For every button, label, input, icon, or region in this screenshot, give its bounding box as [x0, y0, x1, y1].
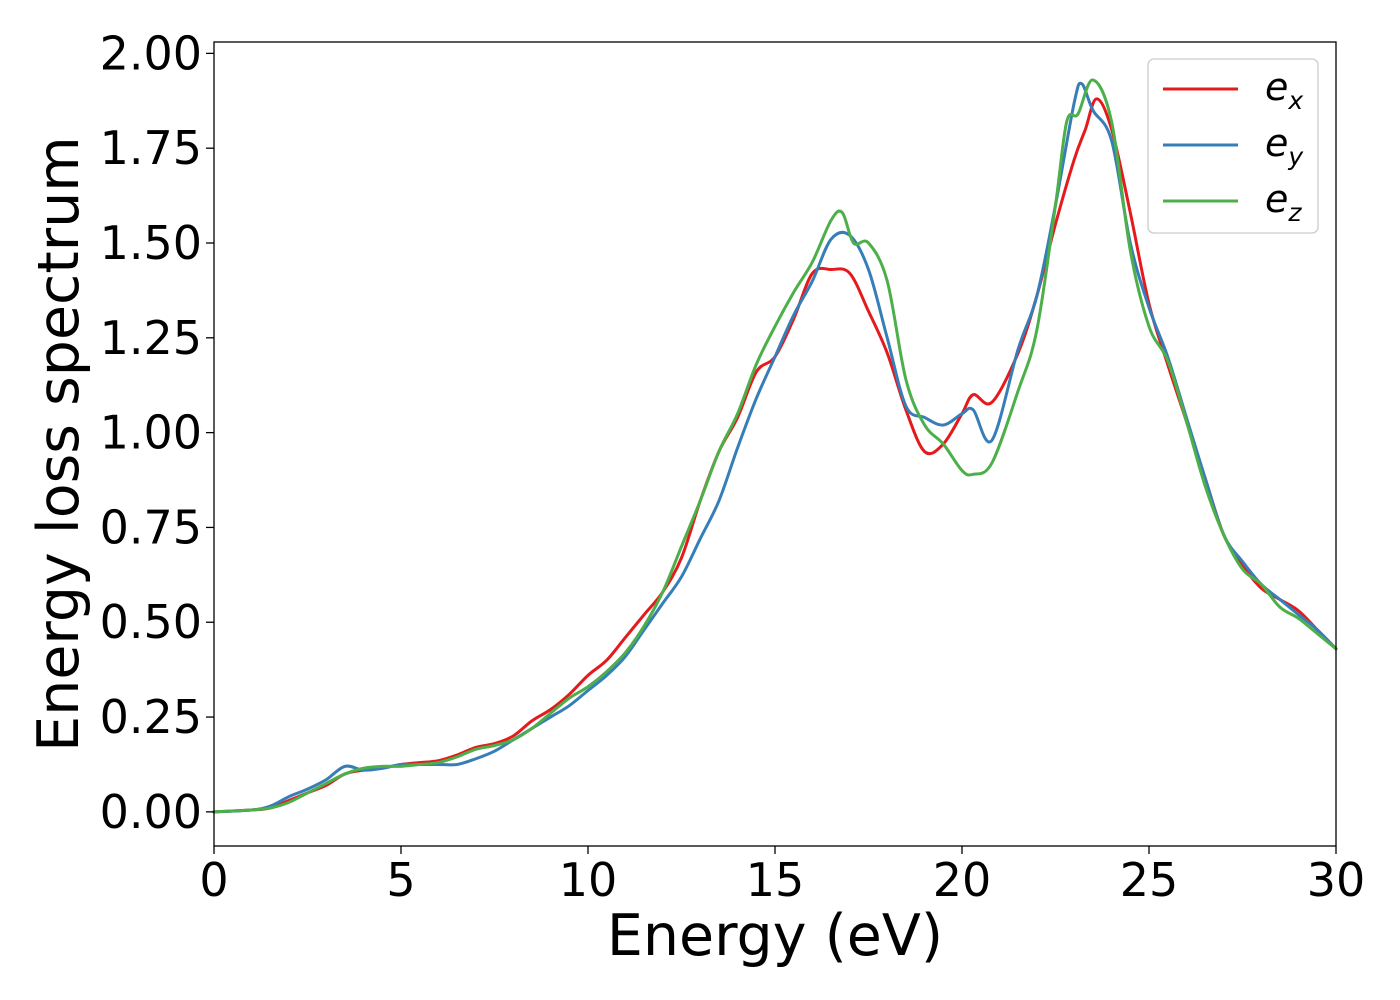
y-tick-label: 1.00: [100, 406, 202, 460]
legend-label-z: ez: [1265, 177, 1302, 227]
x-tick-label: 5: [386, 853, 415, 907]
series-line-z: [212, 78, 1338, 814]
legend-label-x: ex: [1265, 65, 1303, 115]
series-layer: [212, 78, 1338, 814]
x-tick-label: 20: [933, 853, 992, 907]
x-tick-label: 30: [1307, 853, 1366, 907]
y-tick-label: 1.25: [100, 311, 202, 365]
y-tick-label: 0.25: [100, 690, 202, 744]
y-tick-label: 0.00: [100, 785, 202, 839]
x-axis-title: Energy (eV): [607, 903, 943, 969]
y-tick-label: 0.75: [100, 500, 202, 554]
y-axis-title: Energy loss spectrum: [26, 136, 92, 752]
legend-label-y: ey: [1265, 121, 1304, 171]
x-axis-ticks: 0 5 10 15 20 25 30: [199, 846, 1365, 907]
x-tick-label: 15: [746, 853, 805, 907]
x-tick-label: 25: [1120, 853, 1179, 907]
y-tick-label: 1.75: [100, 121, 202, 175]
x-tick-label: 10: [559, 853, 618, 907]
x-tick-label: 0: [199, 853, 228, 907]
y-tick-label: 0.50: [100, 595, 202, 649]
y-axis-ticks: 0.00 0.25 0.50 0.75 1.00 1.25 1.50 1.75 2.00: [100, 26, 214, 839]
y-tick-label: 2.00: [100, 26, 202, 80]
legend: ex ey ez: [1147, 58, 1319, 234]
y-tick-label: 1.50: [100, 216, 202, 270]
